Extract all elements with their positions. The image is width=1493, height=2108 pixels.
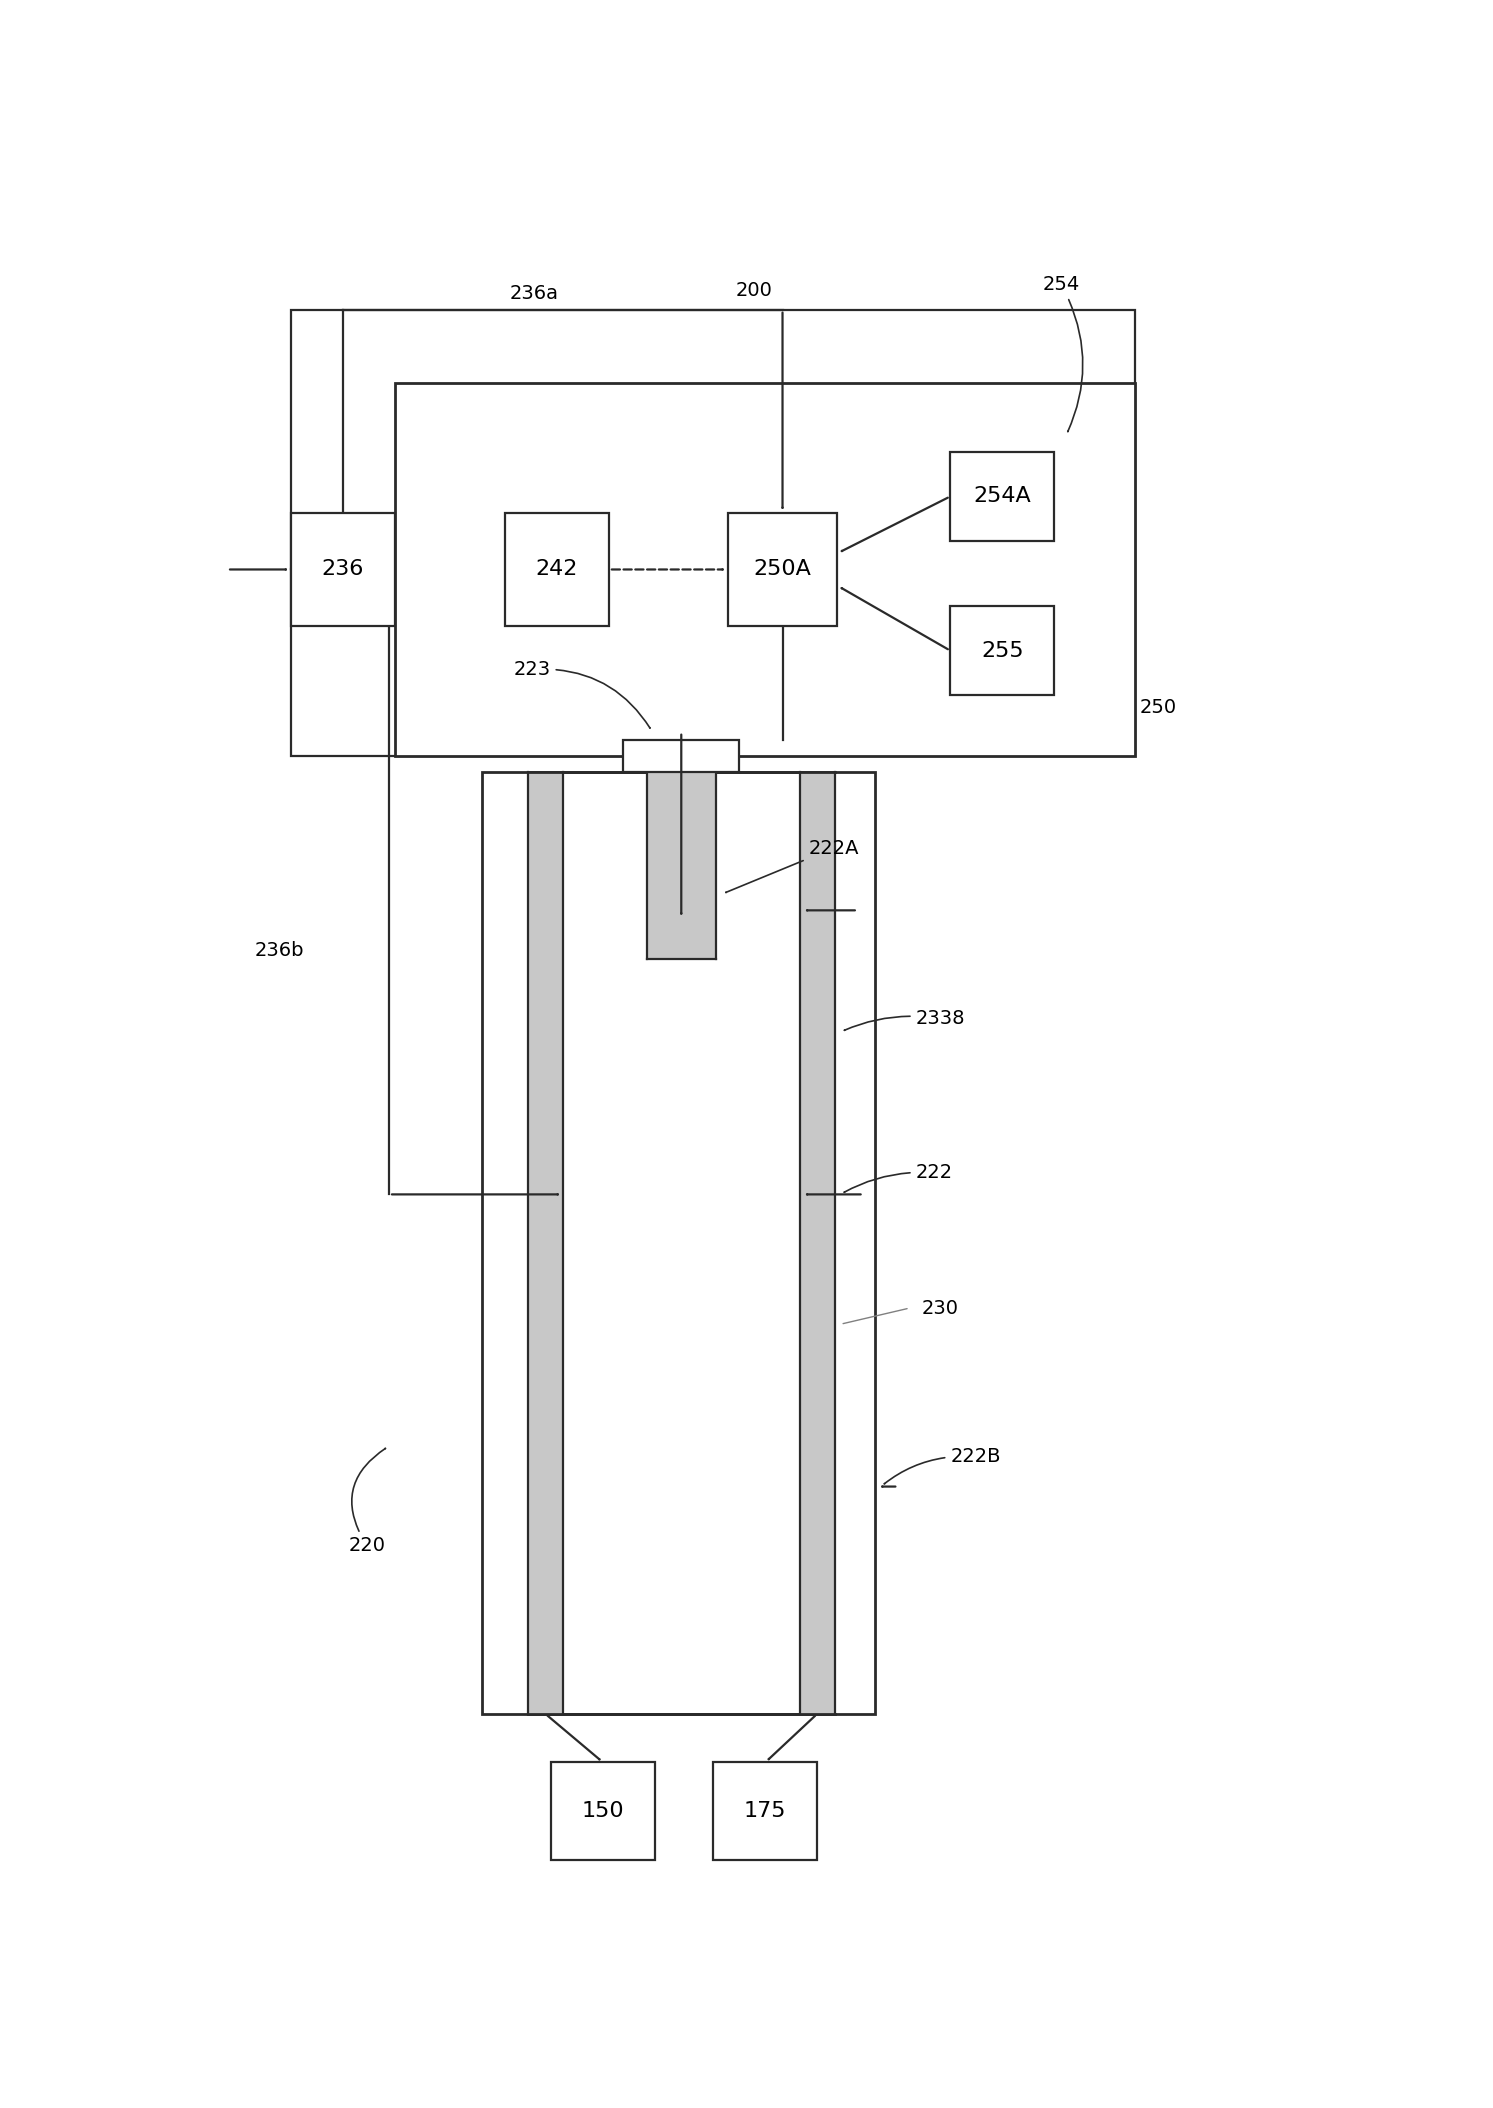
Text: 254: 254 [1042,276,1082,432]
Bar [551,1762,655,1859]
Bar [394,384,1135,757]
Bar [624,740,739,772]
Text: 236a: 236a [509,285,558,304]
Bar [714,1762,817,1859]
Bar [291,512,394,626]
Text: 200: 200 [735,280,772,299]
Text: 236b: 236b [254,942,305,961]
Text: 254A: 254A [973,487,1032,506]
Text: 222A: 222A [726,839,858,892]
Text: 250: 250 [1141,698,1176,717]
Text: 2338: 2338 [845,1010,964,1031]
Text: 255: 255 [981,641,1024,660]
Bar [950,451,1054,542]
Text: 230: 230 [921,1299,959,1318]
Text: 222: 222 [844,1164,953,1193]
Bar [727,512,838,626]
Text: 150: 150 [582,1800,624,1821]
Text: 250A: 250A [754,559,812,580]
Bar [505,512,609,626]
Text: 220: 220 [348,1448,385,1556]
Bar [800,772,835,1714]
Bar [291,310,1135,757]
Text: 175: 175 [744,1800,787,1821]
Text: 242: 242 [536,559,578,580]
Text: 236: 236 [321,559,364,580]
Text: 222B: 222B [884,1448,1000,1484]
Bar [950,605,1054,696]
Bar [646,772,717,959]
Bar [482,772,875,1714]
Bar [529,772,563,1714]
Text: 223: 223 [514,660,649,727]
